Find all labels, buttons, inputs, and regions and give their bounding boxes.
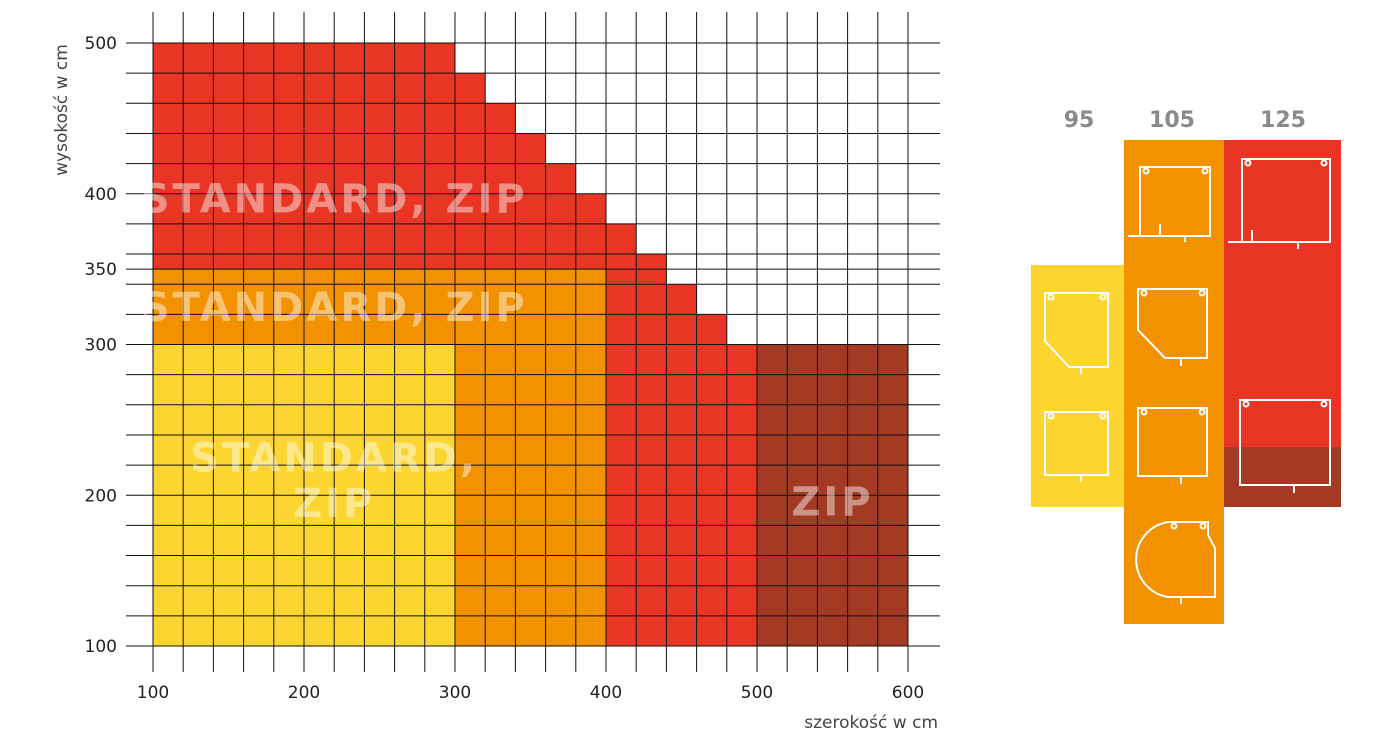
y-tick-label: 500 — [85, 34, 117, 54]
axis-ticks: 100 200 300 400 500 600 100 200 300 350 400 500 — [85, 34, 925, 703]
profile-chamfered-icon — [1044, 292, 1109, 374]
chart-grid — [126, 12, 940, 672]
zone-label-box-95: STANDARD, — [190, 436, 478, 482]
zone-label-box-125: STANDARD, ZIP — [141, 176, 528, 222]
legend-column-95 — [1031, 265, 1127, 507]
x-tick-label: 500 — [741, 683, 773, 703]
zone-cell-box-125 — [636, 254, 667, 647]
x-tick-label: 100 — [137, 683, 169, 703]
zone-label-zip-only: ZIP — [791, 479, 873, 525]
x-tick-label: 200 — [288, 683, 320, 703]
x-axis-title: szerokość w cm — [804, 713, 938, 733]
profile-round-icon — [1135, 521, 1216, 604]
zone-cell-box-125 — [515, 133, 546, 270]
zone-cell-box-125 — [485, 103, 516, 270]
legend-column-125 — [1224, 140, 1341, 507]
legend-label-125: 125 — [1260, 108, 1306, 133]
profile-chamfered-icon — [1137, 288, 1208, 366]
y-axis-title: wysokość w cm — [52, 44, 72, 176]
zone-cell-box-125 — [696, 314, 727, 646]
profile-square-rail-icon — [1128, 166, 1211, 242]
zone-cell-box-125 — [455, 73, 486, 270]
zone-cell-box-125 — [545, 163, 576, 270]
x-tick-label: 400 — [590, 683, 622, 703]
legend-label-95: 95 — [1064, 108, 1095, 133]
profile-square-icon — [1044, 411, 1109, 482]
zone-cell-box-105 — [153, 269, 606, 345]
x-tick-label: 600 — [892, 683, 924, 703]
y-tick-label: 350 — [85, 260, 117, 280]
zone-label-box-95: ZIP — [293, 481, 375, 527]
y-tick-label: 200 — [85, 486, 117, 506]
profile-square-icon — [1137, 407, 1208, 484]
profile-square-icon — [1239, 399, 1331, 493]
box-size-legend: 95 105 125 — [1031, 108, 1341, 624]
legend-label-105: 105 — [1149, 108, 1195, 133]
profile-square-rail-icon — [1228, 158, 1331, 249]
y-tick-label: 100 — [85, 637, 117, 657]
y-tick-label: 300 — [85, 336, 117, 356]
zone-cell-box-125 — [575, 193, 606, 270]
zone-label-box-105: STANDARD, ZIP — [141, 285, 528, 331]
y-tick-label: 400 — [85, 185, 117, 205]
x-tick-label: 300 — [439, 683, 471, 703]
legend-column-125-zip-band — [1224, 447, 1341, 507]
